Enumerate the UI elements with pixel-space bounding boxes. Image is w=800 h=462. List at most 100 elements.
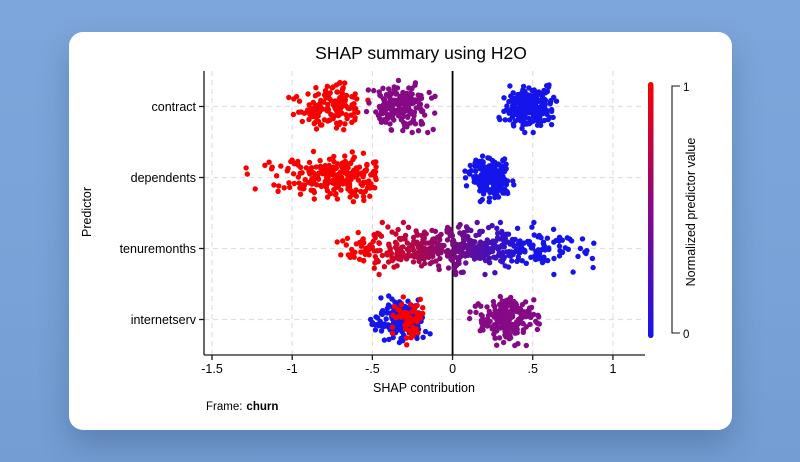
scatter-point: [371, 87, 377, 94]
scatter-point: [562, 245, 568, 251]
scatter-point: [394, 99, 401, 105]
scatter-point: [356, 171, 362, 177]
scatter-point: [462, 168, 468, 174]
scatter-point: [510, 251, 516, 258]
cluster-tenuremonths-gradient: [334, 219, 597, 278]
colorbar-axis-label: Normalized predictor value: [684, 138, 698, 287]
scatter-point: [531, 219, 537, 226]
scatter-point: [395, 110, 402, 117]
scatter-point: [307, 171, 313, 177]
scatter-point: [507, 301, 513, 307]
scatter-point: [381, 337, 388, 343]
scatter-point: [404, 342, 410, 348]
scatter-point: [376, 271, 382, 278]
cluster-contract-blue: [496, 82, 560, 136]
scatter-point: [377, 318, 383, 325]
scatter-point: [501, 318, 507, 325]
scatter-point: [539, 111, 546, 117]
scatter-point: [507, 117, 513, 123]
scatter-point: [337, 105, 344, 112]
scatter-point: [452, 271, 459, 278]
scatter-point: [342, 153, 348, 159]
scatter-point: [400, 244, 406, 250]
scatter-point: [345, 105, 351, 111]
scatter-point: [317, 157, 323, 164]
scatter-point: [470, 242, 476, 248]
axes: [199, 71, 645, 360]
scatter-point: [412, 121, 419, 127]
scatter-point: [413, 241, 420, 247]
scatter-point: [347, 160, 354, 166]
scatter-point: [515, 246, 521, 252]
scatter-point: [537, 103, 544, 110]
scatter-point: [420, 240, 426, 246]
scatter-point: [472, 303, 478, 309]
scatter-point: [412, 317, 418, 323]
scatter-point: [390, 102, 397, 108]
scatter-point: [410, 234, 417, 241]
scatter-point: [496, 301, 503, 308]
scatter-point: [451, 249, 457, 255]
scatter-point: [311, 189, 317, 196]
scatter-point: [276, 183, 282, 189]
scatter-point: [340, 238, 346, 244]
scatter-point: [332, 166, 338, 172]
scatter-point: [313, 126, 320, 132]
scatter-point: [363, 167, 370, 173]
scatter-point: [360, 172, 367, 178]
scatter-point: [286, 180, 292, 186]
scatter-point: [405, 318, 411, 324]
scatter-point: [422, 328, 429, 335]
scatter-point: [364, 161, 370, 168]
scatter-point: [331, 186, 337, 193]
scatter-point: [318, 106, 324, 113]
scatter-point: [477, 240, 483, 247]
scatter-point: [355, 109, 361, 116]
scatter-point: [402, 232, 409, 239]
scatter-point: [415, 232, 421, 238]
scatter-point: [362, 251, 368, 258]
scatter-point: [391, 87, 397, 93]
scatter-point: [296, 98, 303, 104]
scatter-point: [550, 226, 557, 232]
colorbar-max-label: 1: [683, 82, 689, 94]
scatter-point: [465, 227, 471, 233]
frame-note-prefix: Frame:: [206, 401, 242, 413]
scatter-point: [332, 106, 339, 112]
scatter-point: [468, 237, 474, 244]
chart-title: SHAP summary using H2O: [315, 43, 527, 63]
scatter-point: [523, 342, 529, 349]
scatter-point: [349, 149, 355, 155]
scatter-point: [462, 175, 469, 181]
scatter-point: [463, 260, 469, 266]
scatter-point: [410, 259, 417, 265]
scatter-point: [405, 224, 412, 230]
scatter-point: [517, 91, 523, 97]
scatter-point: [444, 237, 451, 243]
scatter-point: [502, 263, 508, 269]
scatter-point: [378, 295, 384, 301]
scatter-point: [394, 250, 401, 256]
scatter-point: [252, 186, 258, 192]
scatter-point: [371, 265, 377, 271]
scatter-point: [373, 109, 379, 115]
scatter-point: [490, 298, 497, 305]
scatter-point: [290, 111, 297, 118]
scatter-point: [334, 239, 340, 245]
scatter-point: [421, 256, 427, 262]
scatter-point: [420, 310, 426, 317]
scatter-point: [361, 197, 367, 204]
scatter-point: [346, 184, 353, 190]
scatter-point: [342, 80, 348, 86]
scatter-point: [402, 108, 408, 115]
scatter-point: [494, 235, 501, 241]
scatter-point: [407, 120, 414, 126]
scatter-point: [305, 91, 311, 97]
scatter-point: [384, 111, 391, 118]
scatter-point: [413, 328, 419, 335]
scatter-point: [486, 195, 493, 201]
scatter-point: [405, 114, 411, 121]
scatter-point: [374, 257, 380, 264]
scatter-point: [403, 335, 410, 341]
scatter-point: [271, 182, 277, 188]
